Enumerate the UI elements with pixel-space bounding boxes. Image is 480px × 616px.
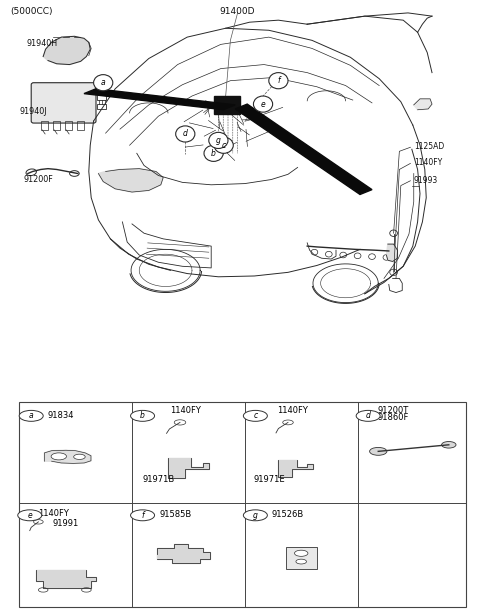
Text: 91971B: 91971B (143, 475, 175, 484)
Text: 91940J: 91940J (19, 107, 47, 116)
FancyBboxPatch shape (31, 83, 96, 123)
Bar (65, 121, 72, 130)
Text: f: f (141, 511, 144, 520)
Ellipse shape (26, 169, 36, 176)
Text: 1140FY: 1140FY (277, 406, 308, 415)
Circle shape (442, 442, 456, 448)
Polygon shape (36, 570, 96, 588)
Text: 91834: 91834 (48, 411, 74, 420)
Text: e: e (27, 511, 32, 520)
Text: b: b (211, 149, 216, 158)
Polygon shape (235, 104, 372, 195)
Text: d: d (366, 411, 371, 420)
Text: g: g (253, 511, 258, 520)
Polygon shape (386, 244, 397, 261)
Text: 91200T: 91200T (378, 407, 409, 415)
Circle shape (94, 75, 113, 91)
Circle shape (73, 454, 85, 460)
Text: d: d (183, 129, 188, 139)
Text: 91526B: 91526B (271, 510, 303, 519)
Text: e: e (261, 100, 265, 108)
Bar (41, 121, 48, 130)
Text: a: a (101, 78, 106, 87)
Text: 91585B: 91585B (160, 510, 192, 519)
Text: c: c (222, 140, 226, 150)
Text: 91400D: 91400D (220, 7, 255, 16)
Text: 91991: 91991 (53, 519, 79, 528)
Circle shape (296, 559, 306, 564)
Polygon shape (43, 36, 90, 65)
Polygon shape (414, 99, 432, 110)
Circle shape (18, 510, 42, 521)
Circle shape (209, 132, 228, 148)
Circle shape (243, 410, 267, 421)
Circle shape (269, 73, 288, 89)
Bar (53, 121, 60, 130)
Text: 91993: 91993 (414, 176, 438, 185)
Text: (5000CC): (5000CC) (11, 7, 53, 16)
Bar (214, 95, 240, 114)
Polygon shape (44, 450, 91, 463)
Text: 1140FY: 1140FY (414, 158, 442, 167)
Polygon shape (157, 544, 210, 562)
Polygon shape (98, 169, 163, 192)
Text: g: g (216, 136, 221, 145)
Polygon shape (278, 460, 313, 477)
Polygon shape (168, 458, 209, 478)
Text: c: c (253, 411, 257, 420)
Text: 1140FY: 1140FY (170, 406, 201, 415)
Text: 91971E: 91971E (253, 475, 285, 484)
Text: a: a (29, 411, 34, 420)
Circle shape (19, 410, 43, 421)
Circle shape (51, 453, 66, 460)
Circle shape (131, 410, 155, 421)
Text: f: f (277, 76, 280, 85)
Bar (286, 548, 317, 569)
Circle shape (176, 126, 195, 142)
Circle shape (214, 137, 233, 153)
Bar (97, 95, 106, 100)
Text: 1140FY: 1140FY (38, 509, 69, 518)
Ellipse shape (70, 171, 79, 176)
Circle shape (243, 510, 267, 521)
Text: b: b (140, 411, 145, 420)
Text: 91200F: 91200F (23, 175, 53, 184)
Polygon shape (84, 89, 235, 110)
Circle shape (131, 510, 155, 521)
Text: 1125AD: 1125AD (414, 142, 444, 152)
Text: 91940H: 91940H (26, 39, 58, 47)
Circle shape (253, 96, 273, 112)
Circle shape (370, 447, 387, 455)
Bar (77, 121, 84, 130)
Circle shape (204, 145, 223, 161)
Circle shape (294, 550, 308, 556)
Bar (97, 104, 106, 109)
Text: 91860F: 91860F (378, 413, 409, 422)
Circle shape (356, 410, 380, 421)
